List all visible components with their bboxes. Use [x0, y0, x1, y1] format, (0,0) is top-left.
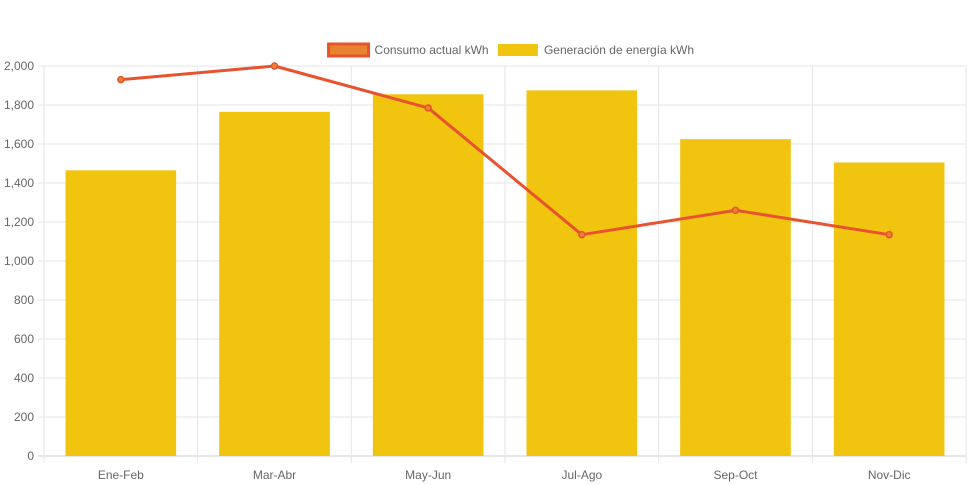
y-tick-label: 600 — [14, 332, 34, 346]
y-tick-label: 400 — [14, 371, 34, 385]
y-tick-label: 800 — [14, 293, 34, 307]
x-tick-label: Nov-Dic — [868, 468, 911, 482]
y-tick-label: 0 — [27, 449, 34, 463]
x-tick-label: May-Jun — [405, 468, 451, 482]
grid-lines — [38, 65, 967, 463]
bar[interactable] — [65, 170, 177, 456]
y-tick-label: 1,000 — [4, 254, 34, 268]
line-point[interactable] — [885, 230, 893, 239]
line-point[interactable] — [270, 62, 279, 70]
line-path — [120, 64, 890, 237]
x-tick-label: Jul-Ago — [561, 468, 602, 482]
legend-swatch — [497, 44, 538, 56]
bar[interactable] — [372, 94, 484, 457]
legend-item[interactable]: Generación de energía kWh — [497, 43, 694, 57]
bar[interactable] — [219, 111, 330, 456]
line-point[interactable] — [424, 104, 432, 112]
bar-series — [65, 90, 945, 457]
y-tick-label: 200 — [14, 410, 34, 424]
line-series — [117, 62, 893, 239]
line-point[interactable] — [117, 75, 125, 84]
line-point[interactable] — [578, 230, 586, 239]
legend-label: Generación de energía kWh — [544, 43, 694, 57]
y-tick-label: 1,800 — [4, 98, 34, 112]
y-tick-label: 1,200 — [4, 215, 34, 229]
bar[interactable] — [680, 139, 791, 456]
legend-label: Consumo actual kWh — [375, 43, 489, 57]
y-axis: 0 200 400 600 800 1,000 1,200 1,400 1,600 1,800 2,… — [4, 59, 34, 463]
bar[interactable] — [526, 90, 638, 456]
y-tick-label: 1,600 — [4, 137, 34, 151]
legend-swatch — [327, 42, 371, 58]
x-tick-label: Mar-Abr — [253, 468, 296, 482]
x-tick-label: Sep-Oct — [713, 468, 758, 482]
bar[interactable] — [833, 162, 945, 456]
y-tick-label: 2,000 — [4, 59, 34, 73]
line-point[interactable] — [731, 206, 740, 215]
legend-item[interactable]: Consumo actual kWh — [327, 42, 489, 58]
x-tick-label: Ene-Feb — [98, 468, 144, 482]
legend: Consumo actual kWh Generación de energía … — [327, 42, 694, 58]
x-axis: Ene-Feb Mar-Abr May-Jun Jul-Ago Sep-Oct Nov-D… — [98, 468, 911, 482]
y-tick-label: 1,400 — [4, 176, 34, 190]
